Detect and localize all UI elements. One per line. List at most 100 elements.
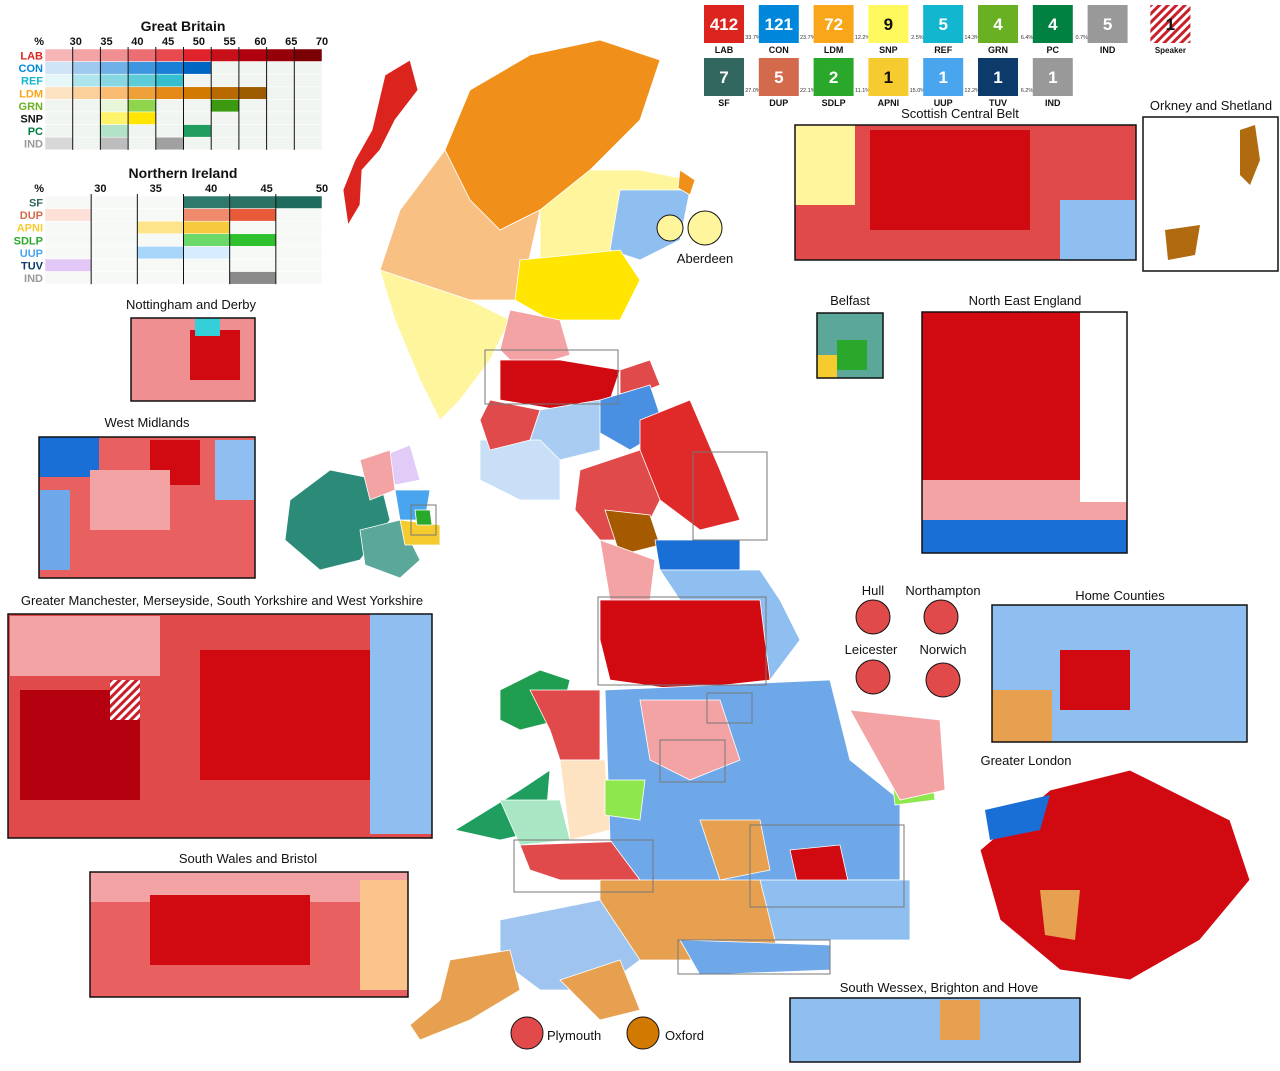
column-header: 45 [260,183,272,195]
party-box: 9 SNP 2.5% [868,5,924,55]
share-cell [44,195,92,209]
party-swatch [758,5,799,43]
share-cell [72,73,101,88]
share-cell [100,86,129,100]
share-cell [127,124,157,138]
party-swatch [1087,5,1128,43]
share-cell [229,220,277,235]
party-name: TUV [989,98,1007,108]
share-cell [183,246,230,260]
share-cell [127,73,157,88]
share-cell [229,246,277,260]
share-cell [44,208,92,222]
party-swatch [758,58,799,96]
share-cell [90,271,138,285]
share-cell [275,271,323,285]
seat-count: 1 [1048,68,1057,87]
inset-label: West Midlands [104,415,190,430]
share-cell [238,136,267,151]
party-label: SNP [20,114,43,126]
seat-count: 1 [1166,15,1175,34]
party-swatch [923,5,964,43]
share-cell [44,136,73,151]
column-header: 40 [205,183,217,195]
party-name: LAB [715,45,734,55]
share-cell [137,258,184,272]
share-cell [100,73,129,88]
table-title: Northern Ireland [129,165,238,181]
share-cell [100,124,129,138]
seat-count: 1 [884,68,893,87]
share-cell [238,48,267,62]
vote-share-tables: Great Britain% 30 35 40 45 50 55 60 65 70 LABCONRE… [14,18,328,285]
vote-share: 6.2% [1021,88,1034,94]
party-box: 5 IND [1087,5,1128,55]
share-cell [238,86,267,100]
share-cell [238,61,267,75]
party-label: DUP [20,210,43,222]
share-cell [183,220,230,235]
share-cell [229,208,277,222]
party-label: LAB [20,51,43,63]
party-label: LDM [19,88,43,100]
share-cell [266,99,295,113]
inset-label: Home Counties [1075,588,1165,603]
share-cell [127,86,157,100]
column-header: % [34,36,44,48]
party-box: 5 REF 14.3% [923,5,980,55]
inset-label: Greater London [980,753,1071,768]
share-cell [294,99,323,113]
party-label: TUV [21,261,44,273]
inset-label: Greater Manchester, Merseyside, South Yo… [21,593,423,608]
share-cell [137,208,184,222]
column-header: 55 [224,36,236,48]
share-cell [294,73,323,88]
seat-count: 5 [774,68,783,87]
share-cell [44,124,73,138]
vote-share: 6.4% [1021,35,1034,41]
party-swatch [704,5,744,43]
seat-count: 2 [829,68,838,87]
party-box: 4 GRN 6.4% [978,5,1033,55]
share-cell [183,136,212,151]
share-cell [266,73,295,88]
share-cell [238,99,267,113]
share-cell [210,61,240,75]
party-swatch [868,58,909,96]
share-cell [238,124,267,138]
share-cell [183,233,230,247]
share-cell [183,99,212,113]
seat-count: 121 [765,15,793,34]
share-cell [72,48,101,62]
party-box: 1 Speaker [1150,5,1191,55]
share-cell [210,73,240,88]
party-box: 1 TUV 6.2% [978,58,1033,108]
share-cell [229,233,277,247]
share-cell [44,48,73,62]
party-name: DUP [769,98,788,108]
share-cell [183,271,230,285]
column-header: 50 [193,36,205,48]
seat-count: 4 [1048,15,1058,34]
share-cell [210,48,240,62]
share-cell [155,111,184,125]
party-name: SDLP [822,98,846,108]
share-cell [155,73,184,88]
main-map [284,39,946,1041]
party-name: APNI [878,98,900,108]
share-cell [275,246,323,260]
share-cell [294,86,323,100]
party-label: PC [28,126,43,138]
party-swatch [923,58,964,96]
party-swatch [704,58,744,96]
party-label: APNI [17,223,43,235]
share-cell [44,246,92,260]
party-swatch [978,58,1018,96]
party-seat-boxes: 412LAB33.7%121CON23.7%72LDM12.2%9SNP2.5%… [704,5,1191,108]
vote-share: 11.1% [855,88,870,94]
party-box: 1 APNI 15.0% [868,58,925,108]
share-cell [44,99,73,113]
share-cell [238,73,267,88]
share-cell [72,99,101,113]
